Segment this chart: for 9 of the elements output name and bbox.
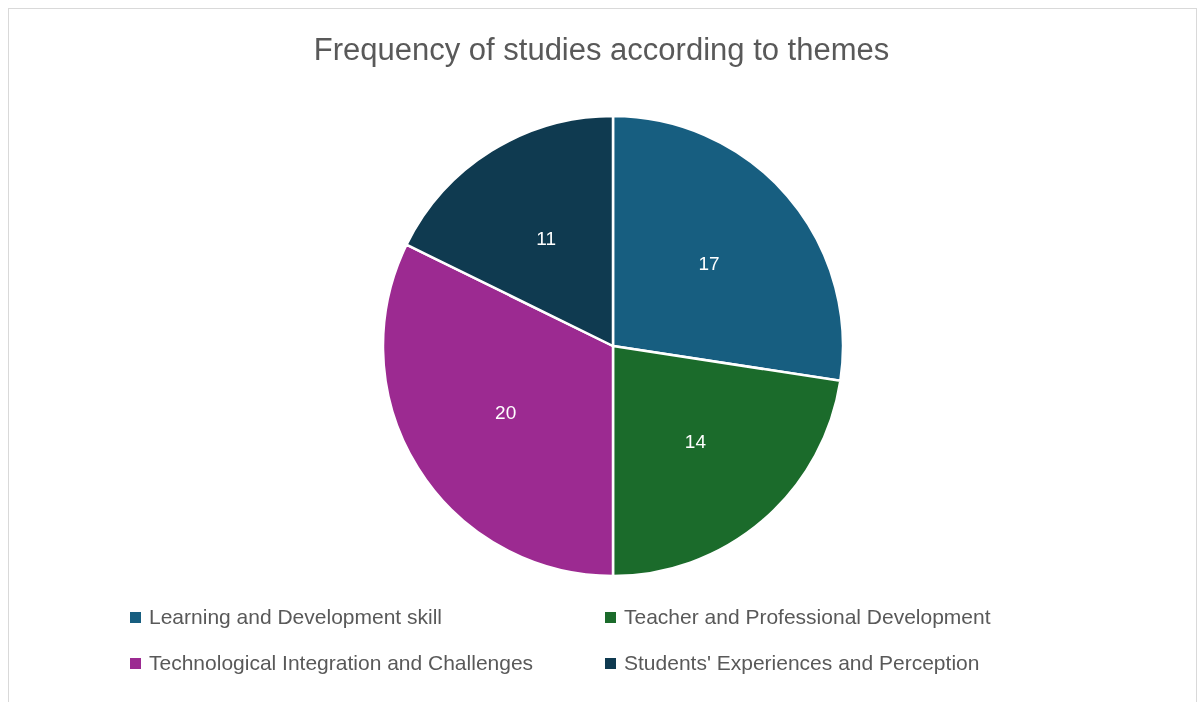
- legend-label: Teacher and Professional Development: [624, 605, 991, 629]
- data-label: 14: [684, 431, 707, 453]
- legend-label: Learning and Development skill: [149, 605, 443, 629]
- chart-title: Frequency of studies according to themes: [312, 32, 891, 68]
- data-label: 11: [536, 228, 556, 250]
- data-label: 17: [698, 253, 720, 275]
- legend-label: Students' Experiences and Perception: [624, 651, 980, 675]
- legend-label: Technological Integration and Challenges: [149, 651, 534, 675]
- data-label: 20: [495, 402, 517, 424]
